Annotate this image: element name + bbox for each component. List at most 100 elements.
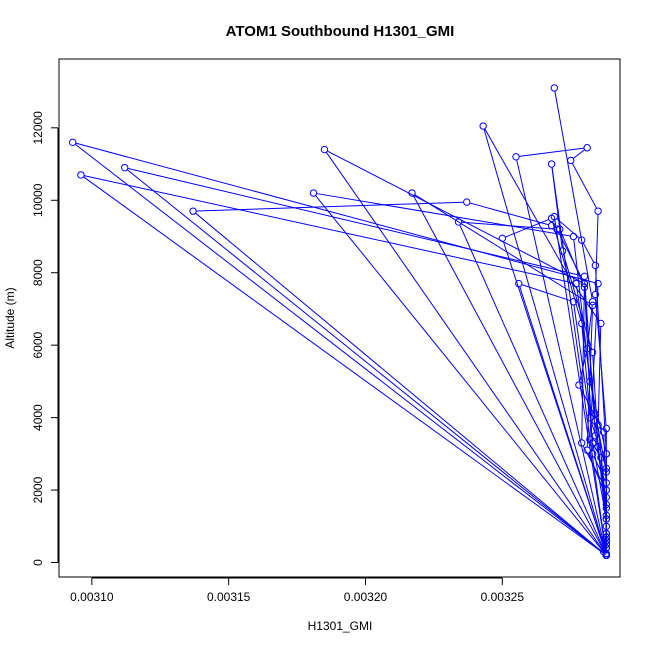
series-segment — [83, 176, 605, 554]
x-tick-label: 0.00325 — [481, 590, 525, 604]
y-tick-label: 12000 — [31, 111, 45, 145]
series-segment — [469, 202, 549, 226]
data-point — [580, 283, 589, 291]
data-point — [577, 439, 586, 447]
data-point — [550, 212, 559, 221]
y-tick-label: 4000 — [31, 404, 45, 431]
data-point — [591, 432, 600, 440]
series-segment — [127, 167, 582, 277]
data-point — [602, 540, 611, 549]
data-point — [588, 301, 597, 310]
data-point — [594, 279, 602, 288]
data-point — [602, 544, 611, 552]
series-segment — [582, 242, 595, 263]
data-point — [577, 236, 586, 244]
series-segment — [558, 231, 584, 281]
series-segment — [556, 218, 580, 239]
series-segment — [554, 219, 607, 553]
data-point — [602, 493, 611, 502]
series-segment — [196, 201, 464, 212]
data-point — [408, 189, 416, 197]
series-segment — [595, 424, 607, 513]
data-point — [583, 345, 591, 353]
data-point — [512, 153, 520, 161]
data-point — [602, 515, 611, 523]
data-point — [597, 453, 605, 462]
data-point — [583, 446, 591, 454]
series-segment — [521, 284, 571, 302]
data-point — [550, 84, 559, 92]
data-point — [602, 486, 611, 494]
series-markers — [68, 84, 611, 559]
series-segment — [483, 128, 606, 553]
plot-frame — [58, 58, 621, 578]
series-segment — [459, 224, 606, 553]
series-segment — [573, 304, 590, 415]
series-segment — [551, 167, 607, 553]
data-point — [594, 442, 602, 451]
data-point — [602, 529, 611, 538]
series-segment — [75, 142, 596, 284]
series-segment — [587, 452, 606, 495]
data-point — [602, 511, 611, 520]
x-tick-label: 0.00315 — [207, 590, 251, 604]
data-point — [577, 319, 586, 328]
series-segment — [316, 193, 571, 237]
series-segment — [581, 286, 585, 440]
data-point — [68, 138, 77, 147]
data-point — [588, 297, 597, 306]
data-point — [569, 232, 578, 241]
data-point — [594, 207, 602, 215]
series-segment — [554, 91, 593, 299]
data-point — [556, 225, 564, 233]
series-segment — [74, 143, 605, 554]
data-point — [479, 122, 487, 130]
series-segment — [592, 355, 599, 444]
data-point — [602, 464, 611, 473]
data-point — [558, 247, 567, 255]
data-point — [120, 163, 129, 172]
y-tick-label: 10000 — [31, 183, 45, 217]
chart-title: ATOM1 Southbound H1301_GMI — [226, 23, 455, 40]
y-tick-label: 2000 — [31, 476, 45, 503]
data-point — [602, 537, 611, 545]
y-tick-label: 6000 — [31, 331, 45, 358]
data-point — [498, 234, 507, 243]
series-segment — [572, 149, 585, 159]
data-point — [586, 413, 594, 422]
data-point — [547, 160, 556, 168]
data-point — [553, 225, 561, 233]
data-point — [454, 218, 463, 226]
data-point — [309, 189, 318, 197]
series-segment — [573, 239, 591, 379]
data-point — [602, 504, 611, 512]
data-point — [515, 279, 523, 288]
data-point — [602, 551, 611, 559]
x-tick-label: 0.00310 — [70, 590, 114, 604]
series-lines — [74, 91, 607, 554]
data-point — [583, 144, 591, 152]
data-point — [189, 207, 197, 215]
data-point — [602, 522, 611, 530]
y-tick-label: 0 — [31, 559, 45, 566]
data-point — [588, 450, 597, 458]
series-segment — [592, 446, 607, 516]
y-tick-label: 8000 — [31, 259, 45, 286]
y-axis-label: Altitude (m) — [3, 287, 17, 348]
data-point — [77, 171, 85, 179]
data-point — [602, 450, 611, 458]
data-point — [602, 468, 611, 476]
data-point — [463, 198, 471, 206]
data-point — [591, 290, 600, 299]
data-point — [588, 439, 597, 447]
data-point — [591, 417, 600, 425]
data-point — [602, 500, 611, 509]
data-point — [547, 221, 556, 230]
data-point — [572, 279, 580, 288]
data-point — [580, 272, 589, 281]
data-point — [567, 276, 575, 284]
data-point — [580, 279, 589, 288]
series-segment — [519, 286, 606, 553]
series-segment — [195, 212, 605, 554]
